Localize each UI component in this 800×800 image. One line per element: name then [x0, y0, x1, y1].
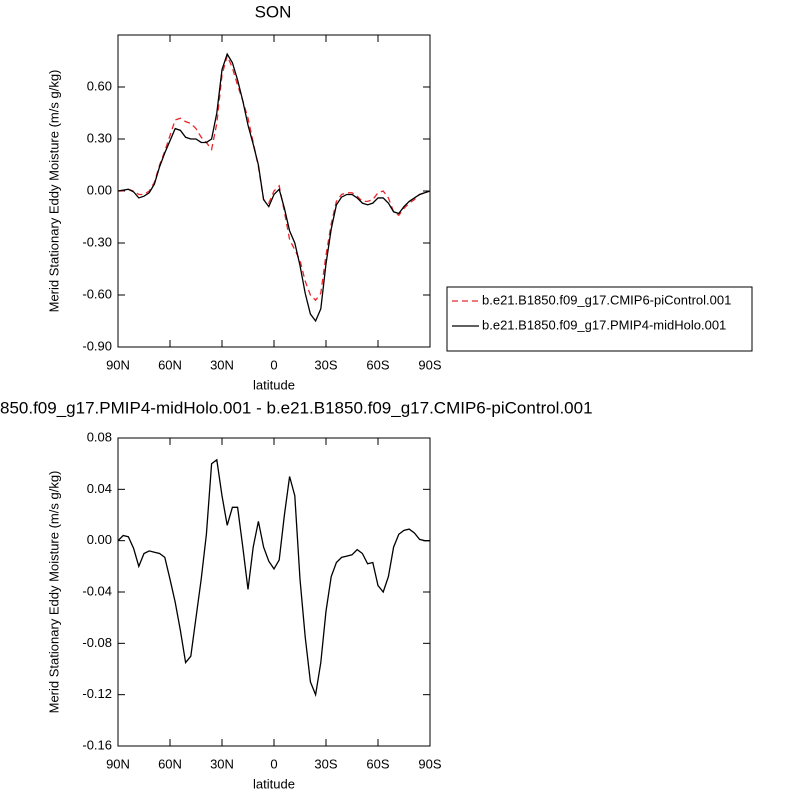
- x-axis-label: latitude: [253, 776, 295, 791]
- y-tick-label: 0.00: [87, 182, 112, 197]
- y-tick-label: 0.04: [87, 481, 112, 496]
- x-tick-label: 90S: [418, 357, 441, 372]
- y-axis-label: Merid Stationary Eddy Moisture (m/s g/kg…: [46, 471, 61, 714]
- x-tick-label: 30S: [314, 756, 337, 771]
- y-tick-label: -0.90: [82, 338, 112, 353]
- legend-box: [446, 286, 753, 352]
- chart-title: SON: [255, 2, 292, 21]
- x-tick-label: 60S: [366, 756, 389, 771]
- y-axis-label: Merid Stationary Eddy Moisture (m/s g/kg…: [46, 70, 61, 313]
- y-tick-label: 0.08: [87, 429, 112, 444]
- x-tick-label: 60S: [366, 357, 389, 372]
- y-tick-label: -0.12: [82, 686, 112, 701]
- x-tick-label: 0: [270, 357, 277, 372]
- legend-label: b.e21.B1850.f09_g17.PMIP4-midHolo.001: [482, 317, 726, 332]
- x-tick-label: 60N: [158, 357, 182, 372]
- y-tick-label: -0.30: [82, 234, 112, 249]
- x-tick-label: 0: [270, 756, 277, 771]
- x-axis-label: latitude: [253, 377, 295, 392]
- data-line: [117, 458, 430, 698]
- y-tick-label: 0.30: [87, 130, 112, 145]
- x-tick-label: 30S: [314, 357, 337, 372]
- y-tick-label: -0.04: [82, 583, 112, 598]
- y-tick-label: 0.00: [87, 532, 112, 547]
- x-tick-label: 30N: [210, 357, 234, 372]
- y-tick-label: -0.08: [82, 635, 112, 650]
- x-tick-label: 60N: [158, 756, 182, 771]
- data-line: [117, 52, 431, 323]
- data-line: [118, 53, 431, 302]
- chart-title: 850.f09_g17.PMIP4-midHolo.001 - b.e21.B1…: [0, 398, 593, 417]
- y-tick-label: -0.60: [82, 286, 112, 301]
- x-tick-label: 30N: [210, 756, 234, 771]
- x-tick-label: 90N: [106, 756, 130, 771]
- y-tick-label: -0.16: [82, 737, 112, 752]
- legend-label: b.e21.B1850.f09_g17.CMIP6-piControl.001: [482, 292, 731, 307]
- x-tick-label: 90S: [418, 756, 441, 771]
- y-tick-label: 0.60: [87, 78, 112, 93]
- x-tick-label: 90N: [106, 357, 130, 372]
